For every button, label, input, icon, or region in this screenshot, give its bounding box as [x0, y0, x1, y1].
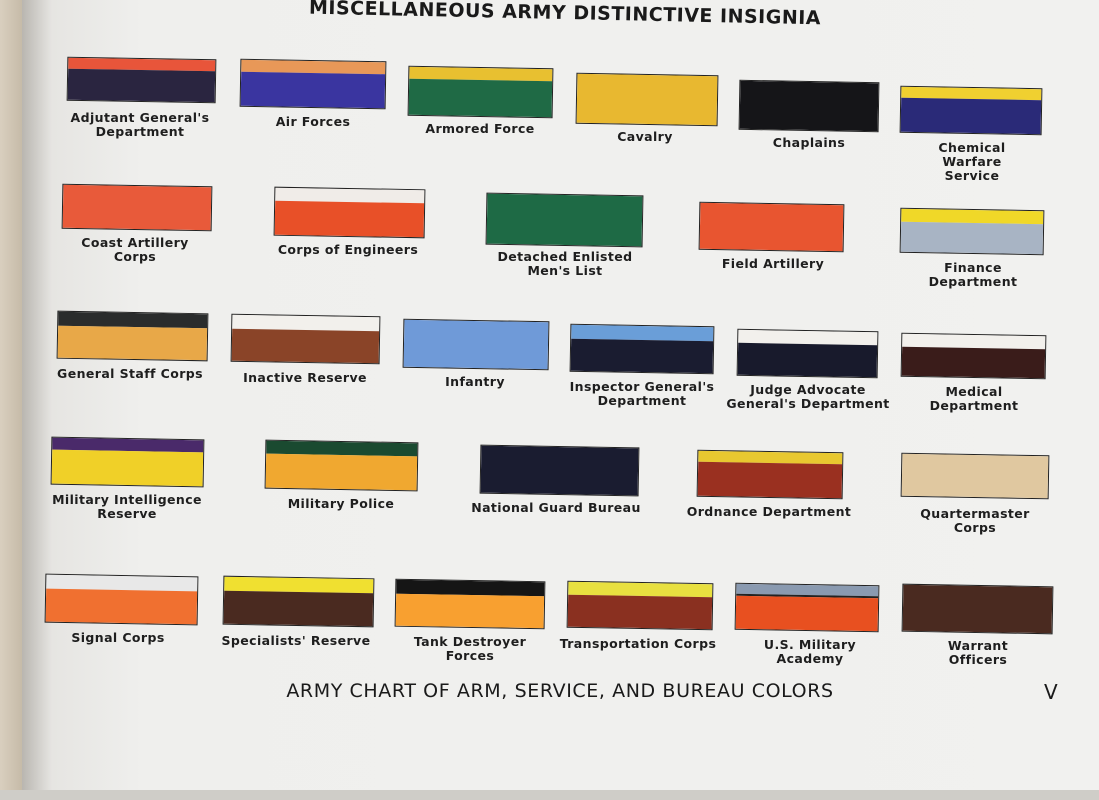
color-swatch — [696, 449, 844, 500]
color-swatch — [485, 192, 644, 248]
swatch-label: Air Forces — [275, 114, 351, 129]
color-swatch — [44, 573, 199, 626]
swatch-stripe — [699, 202, 844, 252]
swatch-label: Ordnance Department — [686, 504, 852, 519]
swatch-label: Inactive Reserve — [243, 370, 367, 385]
swatch-stripe — [480, 445, 639, 496]
swatch-label: Infantry — [445, 374, 505, 389]
color-swatch — [575, 72, 719, 127]
swatch-stripe — [902, 584, 1053, 634]
swatch-stripe — [901, 453, 1049, 499]
color-swatch — [66, 56, 217, 104]
swatch-label: Military Police — [287, 496, 395, 511]
page-number: V — [1044, 680, 1058, 704]
swatch-label: Finance Department — [928, 260, 1018, 289]
color-swatch — [569, 323, 715, 375]
swatch-stripe — [697, 461, 843, 499]
swatch-stripe — [567, 594, 713, 630]
swatch-stripe — [900, 221, 1044, 255]
swatch-label: Specialists' Reserve — [221, 633, 371, 648]
swatch-label: Adjutant General's Department — [70, 110, 210, 139]
color-swatch — [899, 85, 1043, 136]
swatch-stripe — [403, 319, 549, 370]
swatch-stripe — [240, 72, 386, 109]
color-swatch — [222, 575, 375, 628]
swatch-stripe — [223, 590, 374, 627]
swatch-label: Tank Destroyer Forces — [413, 634, 527, 663]
swatch-stripe — [67, 68, 216, 103]
swatch-label: Transportation Corps — [559, 636, 717, 651]
color-swatch — [698, 201, 845, 253]
swatch-label: Field Artillery — [721, 256, 825, 271]
color-swatch — [900, 452, 1050, 500]
color-swatch — [50, 436, 205, 488]
swatch-stripe — [570, 338, 714, 374]
swatch-label: Medical Department — [929, 384, 1019, 413]
book-binding — [0, 0, 22, 800]
chart-caption: ARMY CHART OF ARM, SERVICE, AND BUREAU C… — [286, 680, 834, 702]
swatch-label: Detached Enlisted Men's List — [497, 249, 633, 278]
swatch-stripe — [265, 453, 418, 491]
color-swatch — [900, 332, 1047, 380]
color-swatch — [407, 65, 554, 119]
color-swatch — [61, 183, 213, 232]
swatch-stripe — [231, 328, 380, 364]
swatch-stripe — [408, 78, 553, 118]
color-swatch — [738, 79, 880, 133]
swatch-label: National Guard Bureau — [471, 500, 641, 515]
swatch-stripe — [57, 325, 208, 361]
swatch-stripe — [735, 595, 879, 632]
swatch-stripe — [45, 588, 198, 625]
swatch-label: U.S. Military Academy — [763, 637, 857, 666]
color-swatch — [230, 313, 381, 365]
swatch-label: Signal Corps — [71, 630, 165, 645]
swatch-label: Military Intelligence Reserve — [52, 492, 202, 521]
swatch-stripe — [737, 342, 878, 378]
swatch-stripe — [901, 346, 1046, 379]
color-swatch — [239, 58, 387, 110]
swatch-label: Armored Force — [425, 121, 535, 136]
swatch-label: Corps of Engineers — [277, 242, 419, 257]
swatch-stripe — [739, 80, 879, 132]
color-swatch — [264, 439, 419, 492]
color-swatch — [566, 580, 714, 631]
swatch-stripe — [62, 184, 212, 231]
swatch-stripe — [900, 98, 1042, 135]
color-swatch — [901, 583, 1054, 635]
swatch-stripe — [274, 200, 425, 238]
swatch-stripe — [51, 449, 204, 487]
color-swatch — [899, 207, 1045, 256]
color-swatch — [479, 444, 640, 497]
page-bottom-edge — [0, 790, 1099, 800]
swatch-label: Inspector General's Department — [569, 379, 715, 408]
swatch-label: Judge Advocate General's Department — [726, 382, 890, 411]
swatch-label: General Staff Corps — [57, 366, 203, 381]
color-swatch — [273, 186, 426, 239]
swatch-label: Chemical Warfare Service — [938, 140, 1006, 183]
swatch-stripe — [576, 73, 718, 126]
swatch-label: Cavalry — [617, 129, 673, 144]
swatch-stripe — [395, 593, 545, 629]
color-swatch — [736, 328, 879, 379]
color-swatch — [56, 310, 209, 362]
swatch-label: Quartermaster Corps — [920, 506, 1030, 535]
swatch-label: Chaplains — [772, 135, 846, 150]
swatch-label: Warrant Officers — [947, 638, 1009, 667]
swatch-stripe — [486, 193, 643, 247]
color-swatch — [402, 318, 550, 371]
swatch-label: Coast Artillery Corps — [81, 235, 189, 264]
color-swatch — [394, 578, 546, 630]
color-swatch — [734, 582, 880, 633]
